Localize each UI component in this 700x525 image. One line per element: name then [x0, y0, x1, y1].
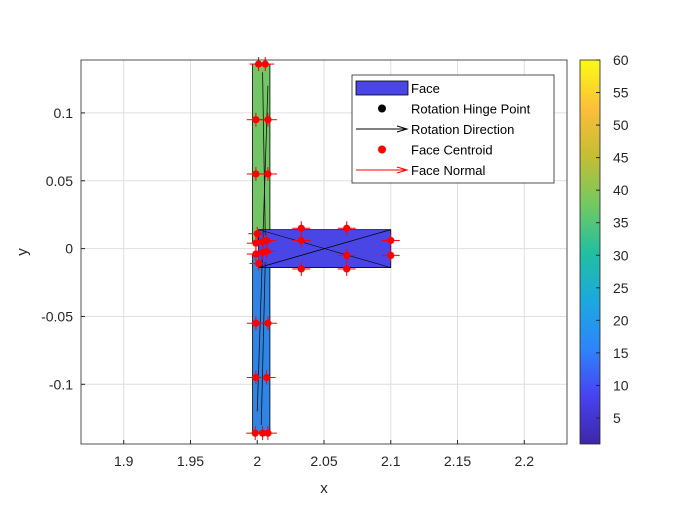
legend: Face Rotation Hinge Point Rotation Directi… [351, 74, 555, 184]
colorbar-tick-label: 60 [613, 52, 629, 68]
face-centroid-point [297, 265, 305, 273]
legend-marker [378, 104, 386, 113]
colorbar-tick-label: 30 [613, 247, 629, 263]
face-centroid-point [254, 259, 263, 268]
face-patch [252, 63, 271, 244]
x-tick-label: 2.15 [444, 453, 471, 469]
x-tick-label: 2 [253, 453, 261, 469]
face-centroid-point [262, 236, 271, 245]
face-centroid-point [264, 429, 272, 437]
face-centroid-point [252, 116, 260, 124]
y-tick-label: -0.1 [49, 376, 73, 392]
legend-arrow-head [396, 125, 409, 133]
y-tick-label: 0.1 [54, 105, 74, 121]
face-centroid-point [261, 60, 269, 68]
face-centroid-point [264, 319, 272, 327]
colorbar-tick-label: 25 [613, 280, 629, 296]
colorbar-tick-label: 20 [613, 312, 629, 328]
x-tick-label: 1.9 [114, 453, 134, 469]
face-centroid-point [343, 251, 351, 259]
colorbar-tick-label: 50 [613, 117, 629, 133]
colorbar-tick-label: 55 [613, 85, 629, 101]
rotation-direction-line [262, 72, 266, 236]
legend-face-swatch [355, 80, 409, 96]
y-axis-label: y [14, 248, 31, 256]
colorbar-tick-label: 45 [613, 150, 629, 166]
legend-marker [378, 145, 386, 154]
face-centroid-point [297, 236, 305, 245]
colorbar-tick-label: 15 [613, 345, 629, 361]
face-centroid-point [262, 373, 271, 382]
legend-label: Face Centroid [411, 143, 493, 158]
colorbar-tick-label: 5 [613, 410, 621, 426]
rotation-direction-line [260, 262, 266, 426]
face-centroid-point [253, 230, 261, 238]
y-axis: -0.1 -0.05 0 0.05 0.1 [41, 105, 85, 392]
face-centroid-point [387, 251, 395, 259]
face-centroid-point [264, 170, 272, 178]
legend-label: Rotation Direction [411, 122, 514, 137]
x-tick-label: 2.1 [381, 453, 401, 469]
legend-arrow-head [396, 166, 409, 174]
face-centroid-point [387, 236, 395, 245]
legend-label: Face Normal [411, 163, 486, 178]
face-centroid-point [343, 224, 351, 232]
x-axis-label: x [320, 480, 328, 497]
y-tick-label: 0 [65, 241, 73, 257]
face-centroid-point [343, 265, 351, 273]
colorbar-gradient [579, 59, 601, 445]
face-edge [258, 229, 391, 268]
face-centroid-point [252, 319, 260, 327]
colorbar-tick-label: 40 [613, 182, 629, 198]
colorbar-tick-label: 35 [613, 215, 629, 231]
face-centroid-point [252, 373, 260, 382]
face-centroid-point [252, 170, 260, 178]
face-centroid-point [264, 116, 272, 124]
legend-label: Rotation Hinge Point [411, 102, 531, 117]
x-axis: 1.9 1.95 2 2.05 2.1 2.15 2.2 [114, 440, 534, 469]
legend-label: Face [411, 81, 440, 96]
face-centroid-point [262, 247, 271, 255]
colorbar-tick-label: 10 [613, 377, 629, 393]
face-centroid-point [297, 224, 305, 232]
y-tick-label: 0.05 [46, 173, 73, 189]
x-tick-label: 1.95 [177, 453, 204, 469]
y-tick-label: -0.05 [41, 308, 73, 324]
x-tick-label: 2.2 [515, 453, 535, 469]
colorbar: 5 10 15 20 25 30 35 40 45 50 55 60 [579, 52, 629, 445]
x-tick-label: 2.05 [310, 453, 337, 469]
